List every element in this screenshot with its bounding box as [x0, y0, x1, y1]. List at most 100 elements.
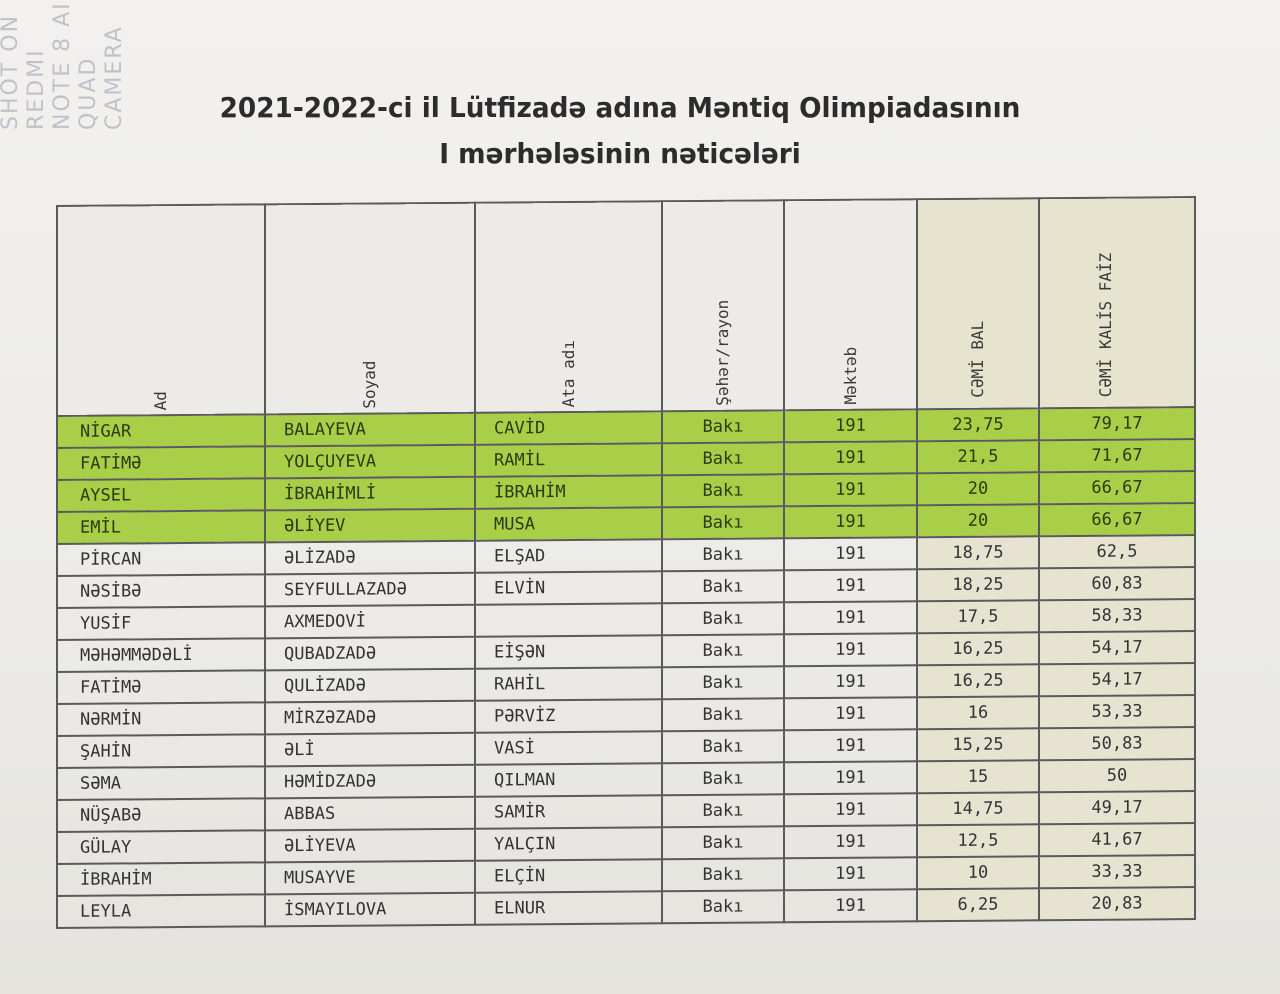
- cell-seher-rayon: Bakı: [662, 826, 784, 860]
- document-title: 2021-2022-ci il Lütfizadə adına Məntiq O…: [120, 85, 1120, 177]
- cell-soyad: QUBADZADƏ: [265, 636, 475, 671]
- cell-soyad: ƏLİYEVA: [265, 828, 475, 863]
- cell-cemi-kalis-faiz: 53,33: [1039, 695, 1195, 729]
- cell-ad: NƏSİBƏ: [57, 574, 265, 608]
- cell-mekteb: 191: [784, 697, 917, 731]
- cell-soyad: QULİZADƏ: [265, 668, 475, 703]
- cell-seher-rayon: Bakı: [662, 570, 784, 604]
- header-soyad: Soyad: [265, 202, 475, 415]
- header-seher-rayon: Şəhər/rayon: [662, 200, 784, 412]
- cell-soyad: YOLÇUYEVA: [265, 444, 475, 479]
- cell-ad: NÜŞABƏ: [57, 798, 265, 832]
- cell-ata-adi: YALÇIN: [475, 827, 662, 861]
- cell-mekteb: 191: [784, 569, 917, 603]
- cell-soyad: ƏLİ: [265, 732, 475, 767]
- cell-soyad: HƏMİDZADƏ: [265, 764, 475, 799]
- cell-soyad: ABBAS: [265, 796, 475, 831]
- header-cemi-bal: CƏMİ BAL: [917, 198, 1039, 410]
- header-cemi-kalis-faiz: CƏMİ KALİS FAİZ: [1039, 197, 1195, 409]
- cell-mekteb: 191: [784, 761, 917, 795]
- cell-cemi-bal: 21,5: [917, 440, 1039, 474]
- cell-ata-adi: [475, 603, 662, 637]
- cell-seher-rayon: Bakı: [662, 858, 784, 892]
- results-body: NİGAR BALAYEVA CAVİD Bakı 191 23,75 79,17 FATİM…: [57, 407, 1195, 928]
- cell-seher-rayon: Bakı: [662, 474, 784, 508]
- cell-cemi-kalis-faiz: 66,67: [1039, 471, 1195, 505]
- cell-ad: İBRAHİM: [57, 862, 265, 896]
- cell-ata-adi: VASİ: [475, 731, 662, 765]
- cell-seher-rayon: Bakı: [662, 730, 784, 764]
- cell-ad: ŞAHİN: [57, 734, 265, 768]
- cell-soyad: SEYFULLAZADƏ: [265, 572, 475, 607]
- cell-seher-rayon: Bakı: [662, 794, 784, 828]
- cell-seher-rayon: Bakı: [662, 666, 784, 700]
- cell-cemi-bal: 20: [917, 472, 1039, 506]
- cell-mekteb: 191: [784, 601, 917, 635]
- cell-mekteb: 191: [784, 889, 917, 923]
- cell-cemi-kalis-faiz: 41,67: [1039, 823, 1195, 857]
- camera-watermark: SHOT ON REDMI NOTE 8 AI QUAD CAMERA: [0, 1, 127, 130]
- cell-ad: MƏHƏMMƏDƏLİ: [57, 638, 265, 672]
- cell-ata-adi: RAHİL: [475, 667, 662, 701]
- cell-cemi-bal: 18,25: [917, 568, 1039, 602]
- cell-ad: NİGAR: [57, 414, 265, 448]
- cell-mekteb: 191: [784, 537, 917, 571]
- cell-cemi-kalis-faiz: 54,17: [1039, 631, 1195, 665]
- cell-soyad: İSMAYILOVA: [265, 892, 475, 927]
- cell-soyad: AXMEDOVİ: [265, 604, 475, 639]
- cell-cemi-kalis-faiz: 60,83: [1039, 567, 1195, 601]
- cell-seher-rayon: Bakı: [662, 442, 784, 476]
- cell-cemi-bal: 6,25: [917, 888, 1039, 922]
- cell-ad: LEYLA: [57, 894, 265, 928]
- cell-seher-rayon: Bakı: [662, 890, 784, 924]
- cell-soyad: İBRAHİMLİ: [265, 476, 475, 511]
- results-table: Ad Soyad Ata adı Şəhər/rayon Məktəb CƏMİ…: [56, 196, 1196, 929]
- cell-mekteb: 191: [784, 441, 917, 475]
- cell-mekteb: 191: [784, 729, 917, 763]
- cell-cemi-kalis-faiz: 50,83: [1039, 727, 1195, 761]
- cell-ad: AYSEL: [57, 478, 265, 512]
- cell-cemi-kalis-faiz: 71,67: [1039, 439, 1195, 473]
- title-line-1: 2021-2022-ci il Lütfizadə adına Məntiq O…: [219, 91, 1021, 124]
- cell-cemi-bal: 16,25: [917, 664, 1039, 698]
- cell-seher-rayon: Bakı: [662, 602, 784, 636]
- cell-cemi-kalis-faiz: 58,33: [1039, 599, 1195, 633]
- cell-ad: GÜLAY: [57, 830, 265, 864]
- cell-seher-rayon: Bakı: [662, 506, 784, 540]
- cell-ata-adi: İBRAHİM: [475, 475, 662, 509]
- cell-ata-adi: ELVİN: [475, 571, 662, 605]
- cell-cemi-kalis-faiz: 49,17: [1039, 791, 1195, 825]
- cell-ata-adi: EİŞƏN: [475, 635, 662, 669]
- title-line-2: I mərhələsinin nəticələri: [439, 137, 801, 170]
- cell-seher-rayon: Bakı: [662, 634, 784, 668]
- cell-ata-adi: MUSA: [475, 507, 662, 541]
- cell-cemi-bal: 18,75: [917, 536, 1039, 570]
- cell-cemi-kalis-faiz: 54,17: [1039, 663, 1195, 697]
- cell-ad: PİRCAN: [57, 542, 265, 576]
- cell-mekteb: 191: [784, 409, 917, 443]
- cell-cemi-kalis-faiz: 66,67: [1039, 503, 1195, 537]
- cell-cemi-bal: 10: [917, 856, 1039, 890]
- cell-cemi-kalis-faiz: 50: [1039, 759, 1195, 793]
- cell-soyad: BALAYEVA: [265, 412, 475, 447]
- cell-ata-adi: QILMAN: [475, 763, 662, 797]
- cell-mekteb: 191: [784, 633, 917, 667]
- cell-cemi-bal: 14,75: [917, 792, 1039, 826]
- cell-ad: SƏMA: [57, 766, 265, 800]
- cell-seher-rayon: Bakı: [662, 698, 784, 732]
- cell-ata-adi: ELÇİN: [475, 859, 662, 893]
- cell-soyad: MİRZƏZADƏ: [265, 700, 475, 735]
- cell-seher-rayon: Bakı: [662, 410, 784, 444]
- cell-ata-adi: ELNUR: [475, 891, 662, 925]
- cell-mekteb: 191: [784, 825, 917, 859]
- cell-ad: EMİL: [57, 510, 265, 544]
- cell-ata-adi: PƏRVİZ: [475, 699, 662, 733]
- cell-cemi-kalis-faiz: 62,5: [1039, 535, 1195, 569]
- cell-mekteb: 191: [784, 505, 917, 539]
- cell-soyad: MUSAYVE: [265, 860, 475, 895]
- cell-seher-rayon: Bakı: [662, 762, 784, 796]
- cell-ad: FATİMƏ: [57, 670, 265, 704]
- cell-cemi-bal: 17,5: [917, 600, 1039, 634]
- cell-seher-rayon: Bakı: [662, 538, 784, 572]
- cell-cemi-kalis-faiz: 20,83: [1039, 887, 1195, 921]
